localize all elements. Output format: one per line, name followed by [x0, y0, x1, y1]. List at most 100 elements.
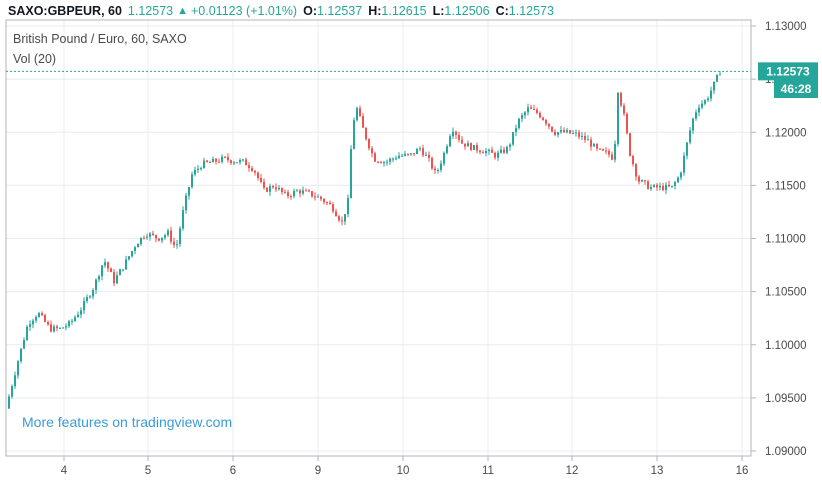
candle-body — [506, 146, 508, 153]
candle-body — [134, 247, 136, 251]
candle-body — [203, 160, 205, 169]
candle-body — [320, 196, 322, 200]
candle-body — [257, 172, 259, 178]
instrument-title: British Pound / Euro, 60, SAXO — [13, 32, 187, 46]
candle-body — [323, 199, 325, 203]
candle-body — [77, 314, 79, 318]
candle-body — [245, 159, 247, 166]
tradingview-link[interactable]: More features on tradingview.com — [22, 414, 233, 430]
x-tick-label: 13 — [651, 465, 664, 477]
candle-body — [347, 198, 349, 215]
x-tick-label: 4 — [61, 465, 68, 477]
candle-body — [668, 184, 670, 187]
candle-body — [287, 192, 289, 197]
candle-body — [422, 148, 424, 156]
countdown-text: 46:28 — [781, 82, 812, 96]
candle-body — [677, 177, 679, 183]
candle-body — [491, 149, 493, 153]
candle-body — [137, 244, 139, 248]
candle-body — [200, 168, 202, 170]
candle-body — [434, 168, 436, 171]
candle-body — [389, 158, 391, 162]
candle-body — [71, 320, 73, 322]
symbol-header: SAXO:GBPEUR, 60 1.12573 ▲ +0.01123 (+1.0… — [8, 2, 554, 20]
candle-body — [284, 191, 286, 193]
y-tick-label: 1.11500 — [765, 180, 806, 192]
x-tick-label: 12 — [566, 465, 579, 477]
candle-body — [230, 160, 232, 163]
candle-body — [536, 109, 538, 113]
volume-indicator-label[interactable]: Vol (20) — [13, 52, 57, 66]
candle-body — [113, 272, 115, 284]
candle-body — [182, 210, 184, 229]
candle-body — [56, 326, 58, 329]
candle-body — [26, 326, 28, 341]
candle-body — [527, 107, 529, 113]
chart-legend: British Pound / Euro, 60, SAXO Vol (20) — [13, 32, 187, 66]
candle-body — [152, 233, 154, 235]
y-tick-label: 1.10000 — [765, 340, 807, 352]
candle-body — [578, 132, 580, 137]
candle-body — [62, 327, 64, 329]
candle-body — [497, 152, 499, 158]
candle-body — [446, 146, 448, 153]
candle-body — [170, 230, 172, 242]
y-tick-label: 1.13000 — [765, 21, 807, 33]
candle-body — [650, 186, 652, 190]
candle-body — [482, 152, 484, 154]
candle-body — [92, 289, 94, 297]
candle-body — [719, 74, 721, 76]
candle-body — [95, 279, 97, 290]
candle-body — [53, 326, 55, 332]
candle-body — [302, 190, 304, 194]
candle-body — [548, 123, 550, 127]
candle-body — [395, 158, 397, 160]
candle-body — [140, 237, 142, 245]
candle-body — [470, 143, 472, 150]
candle-body — [521, 115, 523, 119]
candle-body — [185, 195, 187, 211]
candle-body — [206, 160, 208, 162]
candle-body — [314, 196, 316, 198]
last-price: 1.12573 — [127, 4, 174, 18]
candle-body — [617, 92, 619, 144]
candle-body — [623, 105, 625, 114]
candle-body — [242, 159, 244, 161]
candle-body — [89, 296, 91, 298]
candle-body — [383, 162, 385, 164]
candle-body — [356, 108, 358, 121]
candle-body — [563, 130, 565, 133]
candle-body — [494, 152, 496, 158]
candle-body — [644, 180, 646, 182]
candle-body — [59, 327, 61, 329]
symbol-name[interactable]: SAXO:GBPEUR, 60 — [8, 4, 122, 18]
candle-body — [143, 237, 145, 239]
candle-body — [419, 148, 421, 150]
candle-body — [452, 131, 454, 137]
time-axis[interactable]: 4 5 6 9 10 11 12 13 16 — [61, 456, 749, 477]
candle-body — [164, 235, 166, 238]
candle-body — [260, 177, 262, 182]
candle-body — [101, 265, 103, 277]
low-label: L: — [432, 4, 445, 18]
candle-body — [251, 168, 253, 171]
candle-body — [584, 135, 586, 140]
candle-body — [392, 158, 394, 160]
candle-body — [713, 81, 715, 91]
candle-body — [335, 211, 337, 217]
candle-body — [647, 181, 649, 190]
candle-body — [308, 190, 310, 192]
candle-body — [659, 185, 661, 188]
candle-body — [410, 153, 412, 155]
candle-body — [41, 313, 43, 316]
candle-body — [311, 191, 313, 197]
candle-body — [119, 269, 121, 276]
countdown-box: 46:28 — [774, 80, 818, 98]
candle-body — [707, 98, 709, 101]
candle-body — [44, 315, 46, 322]
candle-body — [65, 326, 67, 328]
candle-body — [272, 186, 274, 188]
candle-body — [593, 144, 595, 147]
candle-body — [38, 313, 40, 317]
